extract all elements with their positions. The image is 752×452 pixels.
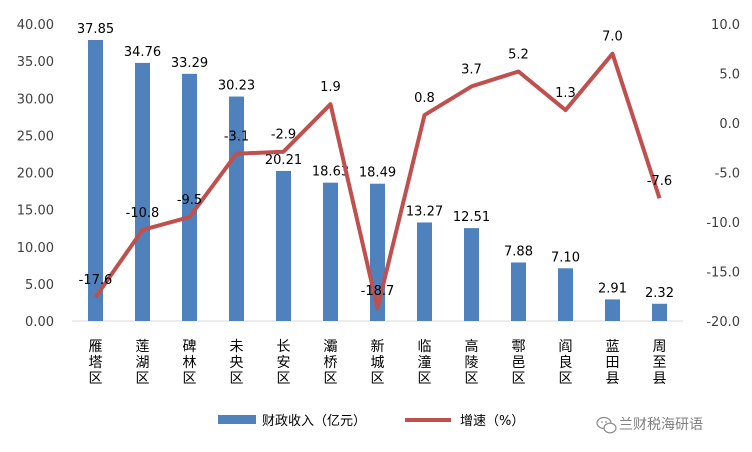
- line-value-label: -3.1: [224, 130, 249, 145]
- left-tick-label: 25.00: [17, 129, 54, 144]
- right-tick-label: 0.0: [719, 117, 740, 132]
- line-series: [93, 51, 662, 311]
- category-label: 新城区: [371, 339, 385, 387]
- line-value-label: 7.0: [602, 30, 623, 45]
- left-tick-label: 15.00: [17, 204, 54, 219]
- right-tick-label: -20.0: [706, 315, 740, 330]
- line-value-label: -7.6: [647, 174, 672, 189]
- line-data-labels: -17.6 -10.8 -9.5 -3.1 -2.9 1.9 -18.7 0.8 3.7 5.2 1…: [79, 30, 673, 299]
- line-value-label: 0.8: [414, 91, 435, 106]
- category-label: 长安区: [277, 339, 291, 387]
- category-label: 鄠邑区: [512, 339, 526, 387]
- right-tick-label: 10.0: [711, 18, 740, 33]
- line-value-label: -10.8: [126, 206, 160, 221]
- legend-swatch-bar: [218, 415, 256, 424]
- category-label: 高陵区: [465, 338, 479, 387]
- left-y-axis: 0.00 5.00 10.00 15.00 20.00 25.00 30.00 35.00 40…: [17, 18, 54, 330]
- bar: [323, 182, 338, 321]
- right-y-axis: -20.0 -15.0 -10.0 -5.0 0.0 5.0 10.0: [706, 18, 740, 330]
- bar-value-label: 30.23: [218, 79, 255, 94]
- line-value-label: -17.6: [79, 273, 113, 288]
- bar: [558, 268, 573, 321]
- left-tick-label: 30.00: [17, 92, 54, 107]
- bar: [464, 228, 479, 321]
- line-value-label: -2.9: [271, 128, 296, 143]
- line-value-label: 1.9: [320, 80, 341, 95]
- category-label: 未央区: [230, 339, 244, 387]
- left-tick-label: 20.00: [17, 167, 54, 182]
- line-value-label: 3.7: [461, 62, 482, 77]
- category-label: 碑林区: [183, 339, 197, 387]
- right-tick-label: -10.0: [706, 216, 740, 231]
- category-label: 雁塔区: [89, 339, 103, 387]
- bar: [652, 303, 667, 321]
- bar-value-label: 18.49: [359, 166, 396, 181]
- category-label: 阎良区: [559, 339, 573, 387]
- left-tick-label: 10.00: [17, 241, 54, 256]
- category-label: 蓝田县: [606, 339, 620, 387]
- bar: [182, 73, 197, 321]
- left-tick-label: 40.00: [17, 18, 54, 33]
- line-value-label: -9.5: [177, 193, 202, 208]
- category-label: 周至县: [653, 339, 667, 387]
- right-tick-label: -5.0: [715, 167, 740, 182]
- category-label: 灞桥区: [324, 339, 338, 387]
- bar-value-label: 37.85: [77, 22, 114, 37]
- legend-label-bar: 财政收入（亿元）: [262, 414, 366, 429]
- bar: [605, 299, 620, 321]
- bar-value-label: 13.27: [406, 204, 443, 219]
- bar: [417, 222, 432, 321]
- category-labels: 雁塔区 莲湖区 碑林区 未央区 长安区 灞桥区 新城区 临潼区 高陵区 鄠邑区 阎良区 蓝田县 周至县: [89, 338, 667, 387]
- bar-value-label: 12.51: [453, 210, 490, 225]
- left-tick-label: 0.00: [25, 315, 54, 330]
- bar: [511, 262, 526, 321]
- bar: [88, 39, 103, 322]
- bar-value-label: 34.76: [124, 45, 161, 60]
- legend: 财政收入（亿元） 增速（%）: [218, 414, 524, 429]
- growth-line: [93, 51, 662, 311]
- line-value-label: 5.2: [508, 48, 529, 63]
- bar-value-label: 2.91: [598, 281, 627, 296]
- watermark-text: 兰财税海研语: [619, 417, 703, 433]
- category-label: 临潼区: [418, 339, 432, 387]
- bar: [276, 170, 291, 321]
- bar-value-label: 2.32: [645, 286, 674, 301]
- left-tick-label: 35.00: [17, 55, 54, 70]
- watermark: 兰财税海研语: [596, 416, 703, 434]
- left-tick-label: 5.00: [25, 278, 54, 293]
- bar-value-label: 7.10: [551, 250, 580, 265]
- bar-value-label: 18.63: [312, 165, 349, 180]
- bar-data-labels: 37.85 34.76 33.29 30.23 20.21 18.63 18.49 13.27…: [77, 22, 674, 301]
- bar: [135, 62, 150, 321]
- right-tick-label: -15.0: [706, 266, 740, 281]
- bar-value-label: 33.29: [171, 56, 208, 71]
- category-label: 莲湖区: [136, 339, 150, 387]
- right-tick-label: 5.0: [719, 68, 740, 83]
- line-value-label: -18.7: [361, 284, 395, 299]
- bar-value-label: 20.21: [265, 153, 302, 168]
- legend-label-line: 增速（%）: [460, 414, 524, 429]
- bar-value-label: 7.88: [504, 244, 533, 259]
- wechat-icon: [596, 416, 617, 434]
- line-value-label: 1.3: [555, 86, 576, 101]
